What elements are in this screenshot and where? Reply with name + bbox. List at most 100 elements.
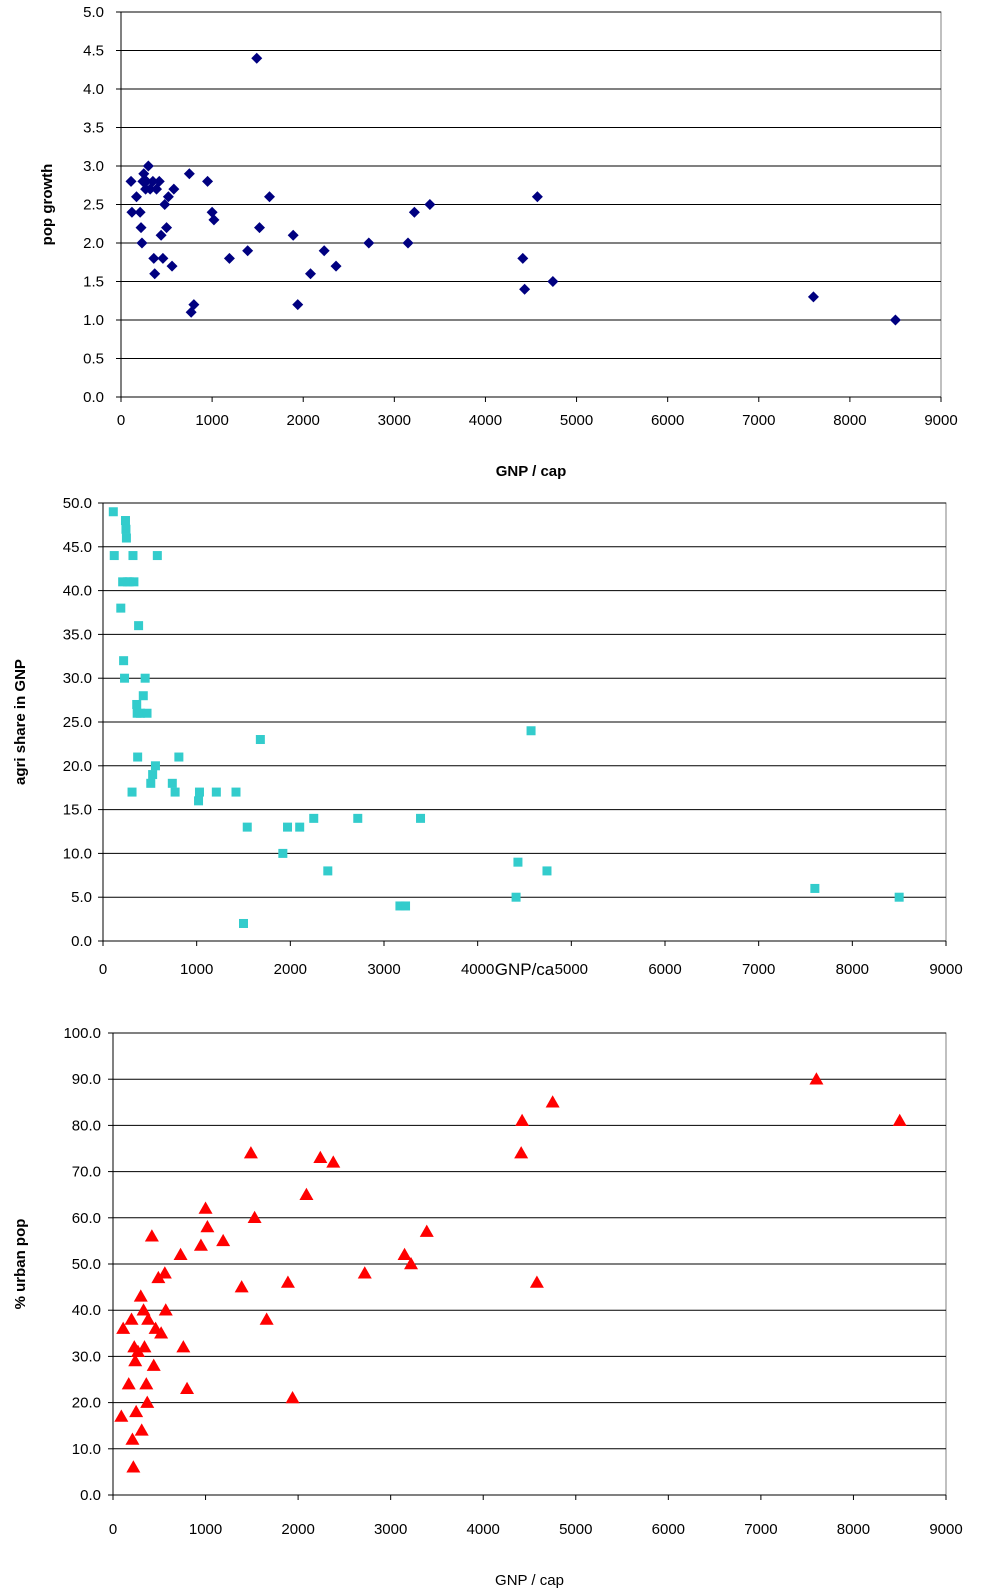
x-tick-label: 1000 <box>180 961 213 978</box>
y-tick-label: 90.0 <box>72 1071 101 1088</box>
y-tick-label: 70.0 <box>72 1164 101 1181</box>
data-point-square <box>133 752 143 762</box>
data-point-diamond <box>208 214 220 226</box>
data-point-diamond <box>547 276 559 287</box>
y-tick-label: 40.0 <box>72 1302 101 1319</box>
x-tick-label: 2000 <box>287 412 320 429</box>
data-point-diamond <box>287 229 299 241</box>
x-tick-label: 2000 <box>281 1521 314 1538</box>
data-point-square <box>542 866 552 876</box>
x-tick-label: 9000 <box>929 961 962 978</box>
data-point-triangle <box>892 1113 907 1127</box>
data-point-triangle <box>397 1247 412 1261</box>
y-axis-title: pop growth <box>39 164 56 246</box>
data-point-triangle <box>134 1423 149 1436</box>
x-tick-label: 6000 <box>651 412 684 429</box>
data-point-triangle <box>176 1340 191 1353</box>
data-point-diamond <box>264 191 276 203</box>
chart-pop-growth: 0.0 0.5 1.0 1.5 2.0 2.5 3.0 3.5 4.0 4.5 5.0 0 1000 20… <box>39 4 958 480</box>
data-point-diamond <box>807 291 819 303</box>
data-point-triangle <box>128 1354 143 1367</box>
data-point-triangle <box>129 1404 144 1418</box>
y-tick-label: 0.0 <box>71 933 92 950</box>
x-tick-label: 4000 <box>469 412 502 429</box>
data-point-square <box>128 551 138 561</box>
x-tick-label: 6000 <box>648 961 681 978</box>
data-point-square <box>138 691 148 701</box>
data-point-diamond <box>159 199 171 210</box>
x-tick-label: 3000 <box>378 412 411 429</box>
data-point-square <box>109 551 119 561</box>
x-tick-label: 9000 <box>929 1521 962 1538</box>
x-tick-label: 0 <box>99 961 107 978</box>
data-point-diamond <box>889 314 901 326</box>
data-point-triangle <box>259 1312 274 1325</box>
data-point-square <box>174 752 184 762</box>
data-point-diamond <box>305 268 317 280</box>
data-point-triangle <box>124 1312 139 1325</box>
data-point-diamond <box>148 252 160 264</box>
data-point-diamond <box>202 175 214 187</box>
data-point-triangle <box>515 1113 530 1127</box>
data-point-diamond <box>363 237 375 249</box>
x-tick-label: 9000 <box>924 412 957 429</box>
x-axis-title: GNP / cap <box>495 1572 564 1589</box>
data-point-diamond <box>168 183 180 195</box>
data-point-diamond <box>162 191 174 203</box>
data-point-triangle <box>247 1210 262 1224</box>
data-point-diamond <box>517 252 529 264</box>
data-point-diamond <box>253 222 265 234</box>
data-point-triangle <box>126 1460 141 1473</box>
y-tick-label: 20.0 <box>72 1395 101 1412</box>
y-tick-label: 4.0 <box>83 81 104 98</box>
data-point-diamond <box>141 175 153 187</box>
data-point-triangle <box>140 1395 155 1408</box>
y-tick-label: 50.0 <box>72 1256 101 1273</box>
data-point-diamond <box>126 206 138 218</box>
data-point-triangle <box>158 1303 173 1316</box>
y-tick-label: 2.0 <box>83 235 104 252</box>
x-tick-label: 5000 <box>560 412 593 429</box>
x-tick-label: 6000 <box>652 1521 685 1538</box>
data-point-square <box>323 866 333 876</box>
data-point-triangle <box>216 1233 231 1247</box>
data-point-triangle <box>154 1326 169 1339</box>
data-point-diamond <box>130 191 142 203</box>
data-point-square <box>135 708 145 718</box>
data-point-square <box>116 603 126 613</box>
data-point-triangle <box>545 1095 560 1108</box>
y-axis-title: % urban pop <box>12 1219 29 1310</box>
data-point-square <box>194 796 204 806</box>
data-point-square <box>194 787 204 797</box>
data-point-square <box>127 787 137 797</box>
y-tick-label: 1.0 <box>83 312 104 329</box>
data-point-diamond <box>292 299 304 311</box>
data-point-triangle <box>313 1150 328 1163</box>
data-point-square <box>395 901 405 911</box>
data-point-square <box>353 813 363 823</box>
x-tick-label: 5000 <box>555 961 588 978</box>
data-point-square <box>170 787 180 797</box>
data-point-square <box>119 656 129 666</box>
data-point-triangle <box>125 1432 140 1445</box>
data-point-square <box>810 883 820 893</box>
data-point-diamond <box>408 206 420 218</box>
data-point-diamond <box>161 222 173 234</box>
data-point-triangle <box>136 1303 151 1316</box>
x-tick-label: 8000 <box>837 1521 870 1538</box>
data-point-triangle <box>130 1344 145 1358</box>
data-point-square <box>231 787 241 797</box>
data-point-diamond <box>142 160 154 172</box>
data-point-diamond <box>206 206 218 218</box>
y-tick-label: 10.0 <box>72 1441 101 1458</box>
data-point-triangle <box>404 1257 419 1270</box>
data-point-diamond <box>135 222 147 234</box>
x-tick-label: 7000 <box>744 1521 777 1538</box>
x-axis-title: GNP / cap <box>496 463 567 480</box>
y-tick-label: 30.0 <box>63 670 92 687</box>
chart-urban-pop: 0.0 10.0 20.0 30.0 40.0 50.0 60.0 70.0 80.0 90.0 1… <box>12 1025 963 1589</box>
data-point-square <box>118 577 128 587</box>
x-axis-title: GNP/ca <box>495 960 555 979</box>
data-point-triangle <box>299 1187 314 1200</box>
data-point-square <box>211 787 221 797</box>
